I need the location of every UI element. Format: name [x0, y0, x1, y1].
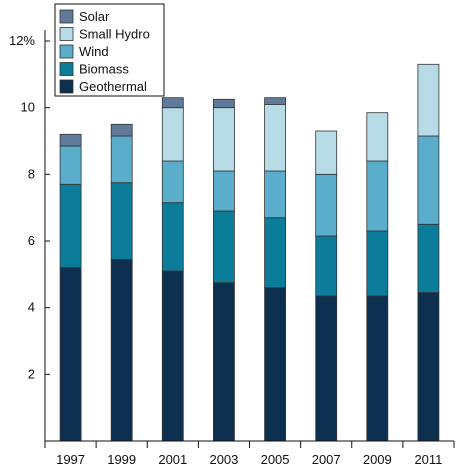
legend-swatch-geothermal: [59, 79, 74, 94]
bar-geothermal-2009: [366, 295, 389, 442]
bar-small-hydro-2003: [212, 107, 235, 172]
bars-layer: [59, 63, 440, 442]
bar-small-hydro-2011: [417, 63, 440, 137]
x-tick-label-2007: 2007: [312, 452, 341, 467]
bar-solar-2005: [264, 97, 287, 105]
bar-biomass-2009: [366, 230, 389, 297]
legend-label-wind: Wind: [79, 44, 109, 59]
x-tick-label-2003: 2003: [209, 452, 238, 467]
bar-biomass-2011: [417, 223, 440, 294]
legend-label-small-hydro: Small Hydro: [79, 27, 150, 42]
axes-layer: 2 4 6 8 10 12% 1997 1999 2001 2003 2005 2007 2009 201…: [9, 30, 455, 467]
bar-biomass-1999: [110, 182, 133, 260]
y-tick-label-2: 2: [28, 366, 35, 381]
bar-wind-2003: [212, 170, 235, 212]
bar-solar-2001: [161, 97, 184, 109]
bar-small-hydro-2009: [366, 112, 389, 162]
bar-biomass-2005: [264, 217, 287, 289]
x-tick-label-2001: 2001: [158, 452, 187, 467]
bar-small-hydro-2007: [315, 130, 338, 175]
bar-small-hydro-2001: [161, 107, 184, 162]
bar-geothermal-2003: [212, 282, 235, 442]
x-tick-label-2005: 2005: [261, 452, 290, 467]
bar-biomass-2007: [315, 235, 338, 297]
legend-swatch-solar: [59, 9, 74, 24]
bar-wind-2007: [315, 173, 338, 237]
bar-solar-1997: [59, 133, 82, 147]
legend: Solar Small Hydro Wind Biomass Geothermal: [54, 3, 165, 97]
y-tick-label-8: 8: [28, 166, 35, 181]
bar-geothermal-2007: [315, 295, 338, 442]
bar-wind-1997: [59, 145, 82, 185]
y-tick-label-10: 10: [21, 100, 35, 115]
legend-label-geothermal: Geothermal: [79, 79, 147, 94]
bar-geothermal-1999: [110, 258, 133, 442]
x-tick-label-2009: 2009: [363, 452, 392, 467]
bar-wind-1999: [110, 135, 133, 184]
x-tick-label-1997: 1997: [56, 452, 85, 467]
bar-wind-2009: [366, 160, 389, 232]
y-tick-label-6: 6: [28, 233, 35, 248]
bar-biomass-2001: [161, 202, 184, 272]
bar-geothermal-2005: [264, 287, 287, 442]
bar-geothermal-1997: [59, 267, 82, 442]
bar-wind-2011: [417, 135, 440, 225]
bar-small-hydro-2005: [264, 103, 287, 172]
legend-swatch-small-hydro: [59, 27, 74, 41]
bar-wind-2005: [264, 170, 287, 219]
y-tick-label-12: 12%: [9, 33, 35, 48]
bar-solar-1999: [110, 123, 133, 137]
legend-swatch-wind: [59, 44, 74, 59]
legend-label-biomass: Biomass: [79, 62, 129, 77]
bar-wind-2001: [161, 160, 184, 204]
x-tick-label-2011: 2011: [414, 452, 442, 467]
bar-geothermal-2011: [417, 292, 440, 442]
legend-swatch-biomass: [59, 62, 74, 76]
legend-label-solar: Solar: [79, 9, 110, 24]
y-tick-label-4: 4: [28, 300, 35, 315]
bar-biomass-2003: [212, 210, 235, 284]
bar-solar-2003: [212, 98, 235, 109]
bar-geothermal-2001: [161, 270, 184, 442]
x-tick-label-1999: 1999: [107, 452, 136, 467]
bar-biomass-1997: [59, 183, 82, 269]
